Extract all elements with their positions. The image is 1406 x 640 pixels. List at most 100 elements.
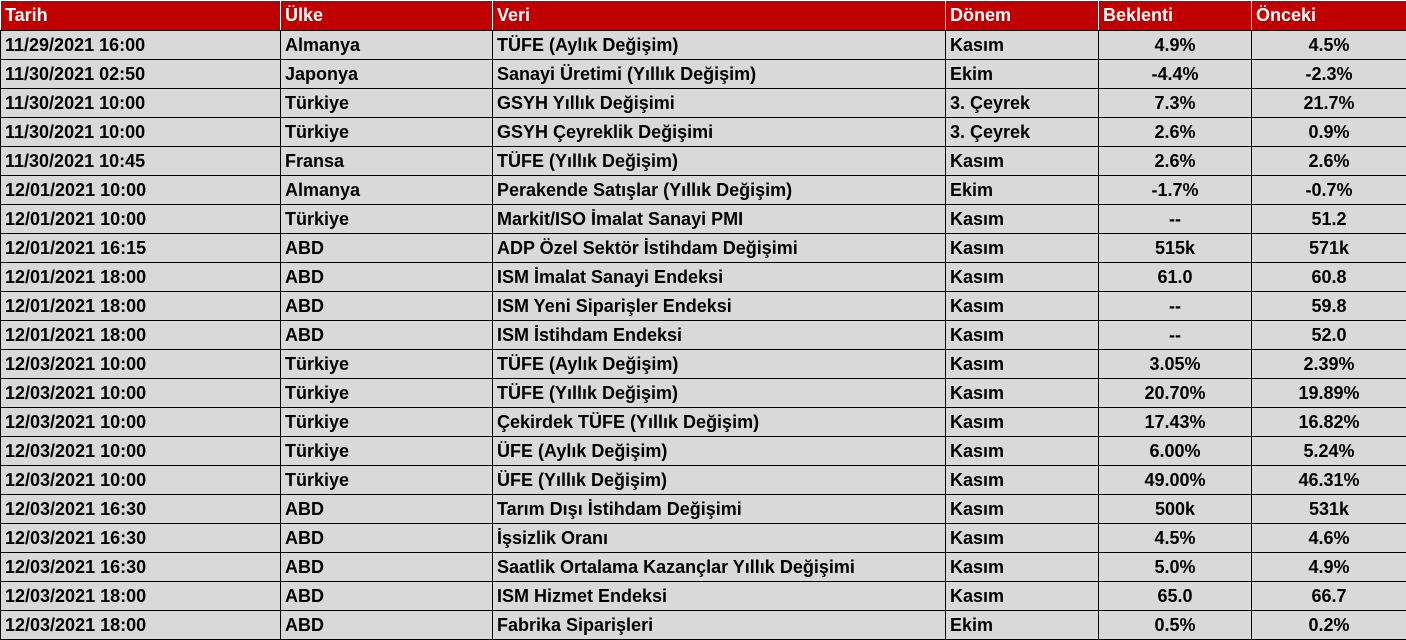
table-row: 12/01/2021 16:15 ABD ADP Özel Sektör İstih… — [0, 233, 1406, 263]
cell-previous: 16.82% — [1251, 407, 1406, 437]
cell-period: Kasım — [945, 320, 1099, 350]
cell-previous: 0.9% — [1251, 117, 1406, 147]
cell-period: Kasım — [945, 204, 1099, 234]
cell-country: ABD — [280, 233, 493, 263]
cell-date: 12/01/2021 10:00 — [0, 204, 281, 234]
cell-previous: 52.0 — [1251, 320, 1406, 350]
table-header: Tarih Ülke Veri Dönem Beklenti Önceki — [0, 0, 1406, 31]
cell-country: Almanya — [280, 175, 493, 205]
table-body: 11/29/2021 16:00 Almanya TÜFE (Aylık Değiş… — [0, 30, 1406, 640]
cell-country: ABD — [280, 552, 493, 582]
cell-country: ABD — [280, 320, 493, 350]
header-country: Ülke — [280, 0, 493, 31]
table-row: 12/01/2021 10:00 Türkiye Markit/ISO İmalat… — [0, 204, 1406, 234]
cell-date: 12/03/2021 16:30 — [0, 523, 281, 553]
header-date: Tarih — [0, 0, 281, 31]
cell-period: Kasım — [945, 552, 1099, 582]
table-row: 11/30/2021 10:45 Fransa TÜFE (Yıllık Değiş… — [0, 146, 1406, 176]
header-previous: Önceki — [1251, 0, 1406, 31]
table-row: 12/03/2021 18:00 ABD Fabrika Siparişleri Ek… — [0, 610, 1406, 640]
table-row: 12/03/2021 16:30 ABD Saatlik Ortalama Kaza… — [0, 552, 1406, 582]
header-expectation: Beklenti — [1098, 0, 1252, 31]
cell-date: 12/03/2021 10:00 — [0, 349, 281, 379]
cell-expectation: 5.0% — [1098, 552, 1252, 582]
cell-data: GSYH Yıllık Değişimi — [492, 88, 946, 118]
table-row: 12/03/2021 10:00 Türkiye ÜFE (Aylık Değişi… — [0, 436, 1406, 466]
cell-date: 12/03/2021 10:00 — [0, 378, 281, 408]
cell-expectation: 0.5% — [1098, 610, 1252, 640]
cell-data: Tarım Dışı İstihdam Değişimi — [492, 494, 946, 524]
cell-data: TÜFE (Yıllık Değişim) — [492, 378, 946, 408]
cell-expectation: -- — [1098, 291, 1252, 321]
cell-date: 12/01/2021 18:00 — [0, 262, 281, 292]
cell-period: Kasım — [945, 291, 1099, 321]
cell-period: Kasım — [945, 581, 1099, 611]
table-row: 11/30/2021 10:00 Türkiye GSYH Yıllık Değiş… — [0, 88, 1406, 118]
cell-expectation: 500k — [1098, 494, 1252, 524]
cell-expectation: 515k — [1098, 233, 1252, 263]
table-row: 12/03/2021 10:00 Türkiye Çekirdek TÜFE (Yı… — [0, 407, 1406, 437]
cell-data: Çekirdek TÜFE (Yıllık Değişim) — [492, 407, 946, 437]
cell-data: TÜFE (Aylık Değişim) — [492, 349, 946, 379]
cell-data: ISM Yeni Siparişler Endeksi — [492, 291, 946, 321]
cell-country: ABD — [280, 291, 493, 321]
cell-expectation: 4.9% — [1098, 30, 1252, 60]
cell-country: Fransa — [280, 146, 493, 176]
cell-date: 11/30/2021 10:00 — [0, 88, 281, 118]
cell-data: ADP Özel Sektör İstihdam Değişimi — [492, 233, 946, 263]
cell-previous: 59.8 — [1251, 291, 1406, 321]
cell-country: ABD — [280, 262, 493, 292]
cell-expectation: 65.0 — [1098, 581, 1252, 611]
cell-previous: 2.6% — [1251, 146, 1406, 176]
table-row: 12/03/2021 10:00 Türkiye ÜFE (Yıllık Değiş… — [0, 465, 1406, 495]
table-row: 12/01/2021 18:00 ABD ISM Yeni Siparişler E… — [0, 291, 1406, 321]
cell-date: 12/03/2021 18:00 — [0, 610, 281, 640]
cell-country: Türkiye — [280, 88, 493, 118]
cell-previous: 66.7 — [1251, 581, 1406, 611]
cell-previous: 0.2% — [1251, 610, 1406, 640]
cell-date: 12/03/2021 10:00 — [0, 465, 281, 495]
header-row: Tarih Ülke Veri Dönem Beklenti Önceki — [0, 0, 1406, 31]
table-row: 12/01/2021 10:00 Almanya Perakende Satışla… — [0, 175, 1406, 205]
cell-country: Türkiye — [280, 349, 493, 379]
cell-country: Türkiye — [280, 465, 493, 495]
cell-previous: 4.9% — [1251, 552, 1406, 582]
cell-date: 12/03/2021 16:30 — [0, 494, 281, 524]
cell-country: Türkiye — [280, 378, 493, 408]
cell-period: Kasım — [945, 407, 1099, 437]
header-period: Dönem — [945, 0, 1099, 31]
cell-period: Ekim — [945, 59, 1099, 89]
cell-data: ISM İstihdam Endeksi — [492, 320, 946, 350]
cell-country: Türkiye — [280, 204, 493, 234]
cell-period: Kasım — [945, 436, 1099, 466]
cell-country: Japonya — [280, 59, 493, 89]
table-row: 12/03/2021 10:00 Türkiye TÜFE (Yıllık Deği… — [0, 378, 1406, 408]
cell-date: 12/01/2021 10:00 — [0, 175, 281, 205]
cell-country: Almanya — [280, 30, 493, 60]
cell-expectation: -- — [1098, 320, 1252, 350]
cell-expectation: -- — [1098, 204, 1252, 234]
cell-period: Kasım — [945, 349, 1099, 379]
cell-date: 12/01/2021 18:00 — [0, 291, 281, 321]
cell-previous: 571k — [1251, 233, 1406, 263]
cell-expectation: 2.6% — [1098, 117, 1252, 147]
cell-expectation: 4.5% — [1098, 523, 1252, 553]
cell-country: Türkiye — [280, 407, 493, 437]
cell-country: ABD — [280, 523, 493, 553]
cell-expectation: 6.00% — [1098, 436, 1252, 466]
cell-period: 3. Çeyrek — [945, 88, 1099, 118]
table-row: 12/01/2021 18:00 ABD ISM İmalat Sanayi End… — [0, 262, 1406, 292]
cell-expectation: 7.3% — [1098, 88, 1252, 118]
cell-date: 12/03/2021 10:00 — [0, 436, 281, 466]
cell-period: Kasım — [945, 523, 1099, 553]
cell-data: GSYH Çeyreklik Değişimi — [492, 117, 946, 147]
cell-country: Türkiye — [280, 436, 493, 466]
cell-period: Kasım — [945, 378, 1099, 408]
table-row: 12/03/2021 16:30 ABD İşsizlik Oranı Kasım 4.… — [0, 523, 1406, 553]
cell-previous: 4.6% — [1251, 523, 1406, 553]
cell-expectation: 17.43% — [1098, 407, 1252, 437]
cell-period: Kasım — [945, 30, 1099, 60]
cell-period: Ekim — [945, 175, 1099, 205]
cell-country: Türkiye — [280, 117, 493, 147]
